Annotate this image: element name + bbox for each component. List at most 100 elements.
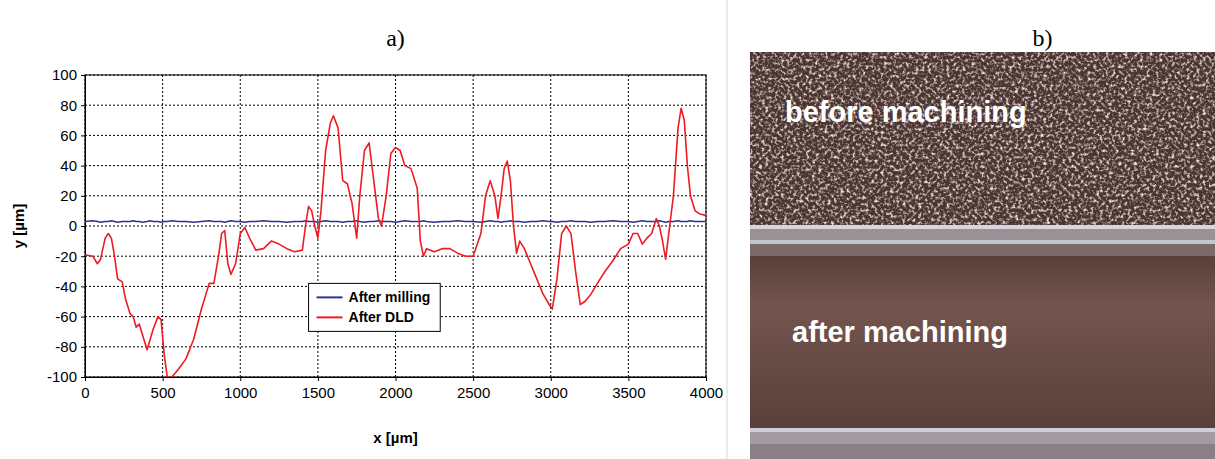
tick: 0 xyxy=(81,377,89,401)
legend: After milling After DLD xyxy=(309,283,441,331)
panel-title: b) xyxy=(1033,25,1053,51)
tick-label: 0 xyxy=(81,384,89,401)
tick-mark xyxy=(81,317,85,318)
tick-mark xyxy=(551,377,552,381)
tick: 2500 xyxy=(457,377,490,401)
photo-label: before machining xyxy=(785,96,1027,128)
rough-texture xyxy=(750,52,1215,225)
tick-mark xyxy=(318,377,319,381)
tick-mark xyxy=(81,166,85,167)
tick-mark xyxy=(81,347,85,348)
legend-box xyxy=(309,283,441,331)
tick-label: 20 xyxy=(60,187,77,204)
legend-label: After milling xyxy=(349,289,431,305)
edge-band xyxy=(750,444,1215,459)
tick-mark xyxy=(81,226,85,227)
tick-mark xyxy=(163,377,164,381)
tick-label: 500 xyxy=(151,384,176,401)
tick-label: -100 xyxy=(47,368,77,385)
tick-label: 60 xyxy=(60,127,77,144)
tick-mark xyxy=(240,377,241,381)
tick-label: -20 xyxy=(55,248,77,265)
tick-label: 3000 xyxy=(535,384,568,401)
edge-band xyxy=(750,244,1215,256)
tick: -100 xyxy=(47,368,85,385)
grid-line xyxy=(85,346,706,347)
tick-mark xyxy=(81,196,85,197)
axis-line xyxy=(81,76,86,378)
grid-line xyxy=(85,256,706,257)
tick: 1000 xyxy=(224,377,257,401)
edge-band xyxy=(750,432,1215,444)
rough-surface xyxy=(750,52,1215,225)
grid-line xyxy=(240,75,241,377)
panel-separator xyxy=(727,0,728,459)
grid-line xyxy=(85,105,706,106)
tick-mark xyxy=(628,377,629,381)
x-axis-title: x [µm] xyxy=(373,429,417,446)
tick: -40 xyxy=(55,278,85,295)
tick-mark xyxy=(81,256,85,257)
tick-mark xyxy=(81,286,85,287)
panel-title: a) xyxy=(386,25,405,51)
tick-label: -60 xyxy=(55,308,77,325)
photo-ground xyxy=(750,52,1215,459)
grid xyxy=(85,75,706,377)
tick-mark xyxy=(81,105,85,106)
tick-label: 3500 xyxy=(612,384,645,401)
tick-label: 80 xyxy=(60,97,77,114)
tick-mark xyxy=(81,135,85,136)
tick: 80 xyxy=(60,97,85,114)
grid-line xyxy=(85,135,706,136)
plot-frame xyxy=(85,75,706,377)
tick-label: 0 xyxy=(69,217,77,234)
series-line xyxy=(85,108,706,377)
tick: 3500 xyxy=(612,377,645,401)
tick: 100 xyxy=(52,66,85,83)
grid-line xyxy=(85,195,706,196)
legend-swatch xyxy=(317,296,343,298)
tick-mark xyxy=(81,75,85,76)
x-axis: 0 500 1000 1500 2000 2500 3000 3500 4000 xyxy=(81,377,723,401)
grid-line xyxy=(628,75,629,377)
tick: -80 xyxy=(55,338,85,355)
tick-label: 2500 xyxy=(457,384,490,401)
y-axis: -100 -80 -60 -40 -20 0 20 40 60 80 100 xyxy=(47,66,86,385)
tick-label: 1000 xyxy=(224,384,257,401)
tick-mark xyxy=(473,377,474,381)
tick: 20 xyxy=(60,187,85,204)
tick: 60 xyxy=(60,127,85,144)
y-axis-title: y [µm] xyxy=(10,204,27,248)
tick: 0 xyxy=(69,217,85,234)
tick-mark xyxy=(81,377,85,378)
tick: 500 xyxy=(151,377,176,401)
tick-label: 4000 xyxy=(690,384,723,401)
series-line xyxy=(85,221,706,223)
tick: 1500 xyxy=(302,377,335,401)
tick: 3000 xyxy=(535,377,568,401)
edge-band xyxy=(750,240,1215,244)
plot-marks xyxy=(85,108,706,377)
legend-swatch xyxy=(317,316,343,318)
tick-label: 40 xyxy=(60,157,77,174)
machined-surface xyxy=(750,256,1215,428)
tick-label: -40 xyxy=(55,278,77,295)
grid-line xyxy=(85,165,706,166)
legend-label: After DLD xyxy=(349,309,414,325)
tick-label: 1500 xyxy=(302,384,335,401)
axis-line xyxy=(86,378,707,382)
tick-mark xyxy=(396,377,397,381)
photo xyxy=(750,52,1215,459)
tick-label: -80 xyxy=(55,338,77,355)
tick-mark xyxy=(706,377,707,381)
tick: 4000 xyxy=(690,377,723,401)
edge-band xyxy=(750,225,1215,229)
figure: a)05001000150020002500300035004000-100-8… xyxy=(0,0,1215,459)
tick: 2000 xyxy=(379,377,412,401)
grid-line xyxy=(85,226,706,227)
tick-label: 100 xyxy=(52,66,77,83)
tick: 40 xyxy=(60,157,85,174)
tick-label: 2000 xyxy=(379,384,412,401)
edge-band xyxy=(750,229,1215,240)
edge-band xyxy=(750,428,1215,432)
